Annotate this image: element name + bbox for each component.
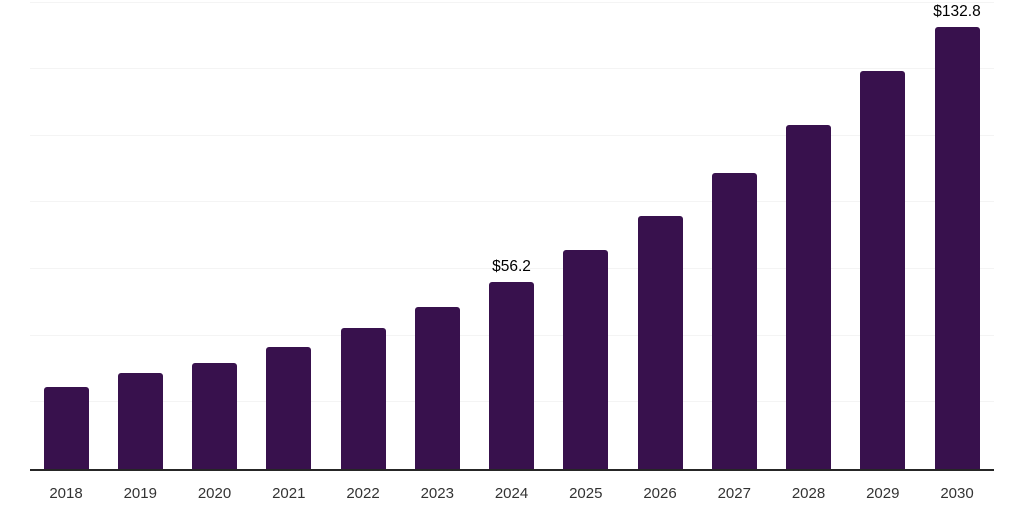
x-tick-label-2025: 2025: [569, 485, 603, 502]
bar-2027: [711, 173, 757, 469]
x-tick-label-2020: 2020: [197, 485, 232, 502]
bar-2029: [860, 71, 906, 469]
bar-2021: [266, 346, 312, 469]
x-tick-label-2030: 2030: [940, 485, 974, 502]
gridline: [30, 68, 994, 70]
bar-2019: [117, 372, 163, 469]
gridline: [30, 1, 994, 3]
x-axis-line: [30, 469, 994, 471]
gridline: [30, 134, 994, 136]
bar-2023: [414, 306, 460, 469]
gridline: [30, 201, 994, 203]
plot-area: $56.2 $132.8: [30, 0, 994, 469]
x-tick-label-2019: 2019: [123, 485, 157, 502]
bar-value-label-2030: $132.8: [933, 3, 981, 20]
x-tick-label-2024: 2024: [494, 485, 529, 502]
x-tick-label-2023: 2023: [420, 485, 454, 502]
bar-2020: [192, 362, 237, 469]
x-tick-label-2026: 2026: [643, 485, 677, 502]
x-tick-label-2021: 2021: [272, 485, 306, 502]
bar-2024: [489, 281, 534, 469]
bar-2022: [340, 327, 386, 469]
x-tick-label-2027: 2027: [717, 485, 751, 502]
bar-2026: [637, 216, 683, 469]
x-tick-label-2028: 2028: [791, 485, 826, 502]
x-tick-label-2029: 2029: [866, 485, 900, 502]
x-tick-label-2018: 2018: [49, 485, 83, 502]
gridline: [30, 268, 994, 270]
bar-2018: [43, 386, 89, 469]
bar-2028: [786, 125, 831, 469]
x-tick-label-2022: 2022: [346, 485, 380, 502]
bar-2030: [934, 26, 980, 469]
bar-value-label-2024: $56.2: [492, 258, 531, 276]
bar-2025: [563, 250, 609, 469]
